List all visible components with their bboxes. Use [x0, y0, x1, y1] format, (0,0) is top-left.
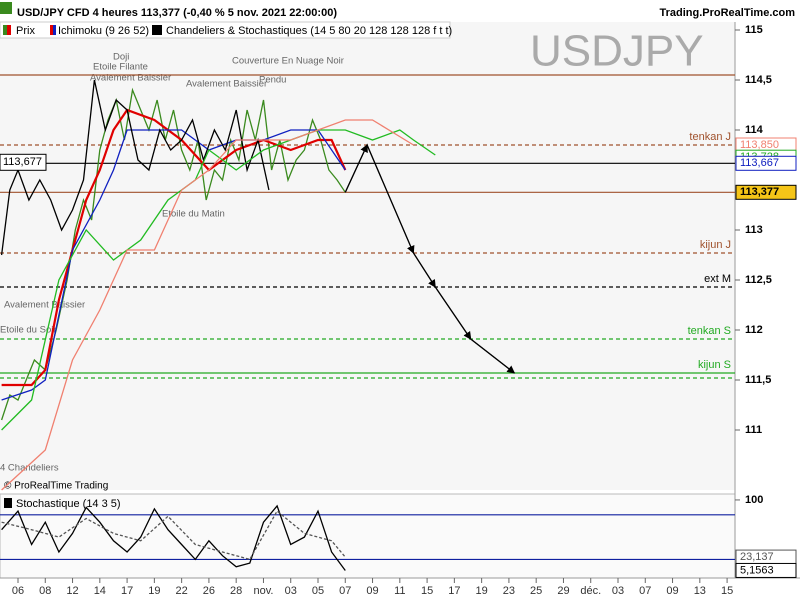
legend-bar: [0, 21, 451, 39]
annotation: 4 Chandeliers: [0, 463, 59, 474]
series-line: [1, 504, 346, 571]
level-label: tenkan J: [689, 131, 731, 143]
price-box: [735, 562, 797, 578]
y-tick-label: 113: [745, 224, 763, 236]
annotation: Avalement Baissier: [4, 300, 85, 311]
x-tick-label: 05: [312, 585, 324, 597]
annotation: Avalement Baissier: [90, 73, 171, 84]
x-tick-label: 13: [694, 585, 706, 597]
annotation: Avalement Baissier: [186, 79, 267, 90]
level-label: ext M: [704, 273, 731, 285]
x-tick-label: 07: [339, 585, 351, 597]
price-box: [735, 184, 797, 200]
projection-arrow: [434, 286, 472, 340]
x-tick-label: 15: [421, 585, 433, 597]
x-tick-label: 09: [666, 585, 678, 597]
x-tick-label: 14: [94, 585, 106, 597]
x-tick-label: 17: [448, 585, 460, 597]
x-tick-label: 15: [721, 585, 733, 597]
annotation: Pendu: [259, 75, 286, 86]
annotation: Couverture En Nuage Noir: [232, 56, 344, 67]
level-label: kijun J: [700, 239, 731, 251]
x-tick-label: 19: [476, 585, 488, 597]
x-tick-label: 29: [557, 585, 569, 597]
annotation: Etoile du Soir: [0, 325, 57, 336]
price-label: 113,667: [740, 157, 779, 169]
y-tick-label: 114: [745, 124, 764, 136]
x-tick-label: 17: [121, 585, 133, 597]
projection-arrow: [366, 144, 415, 254]
price-label: 113,850: [740, 139, 779, 151]
annotation: Doji: [113, 52, 129, 63]
level-label: kijun S: [698, 359, 731, 371]
x-tick-label: nov.: [253, 585, 273, 597]
x-tick-label: 28: [230, 585, 242, 597]
y-tick-label: 100: [745, 494, 763, 506]
y-tick-label: 111: [745, 424, 762, 436]
annotation: Etoile Filante: [93, 62, 148, 73]
legend-swatch: [50, 25, 53, 35]
series-line: [0, 79, 270, 256]
stoch-title: Stochastique (14 3 5): [16, 498, 121, 510]
price-label: 5,1563: [740, 564, 774, 576]
x-tick-label: 23: [503, 585, 515, 597]
legend-swatch: [7, 25, 11, 35]
series-line: [1, 119, 414, 491]
projection-arrow: [470, 338, 516, 374]
y-tick-label: 115: [745, 24, 763, 36]
series-line: [1, 108, 347, 387]
cursor-box: [0, 153, 47, 171]
copyright: © ProRealTime Trading: [4, 481, 108, 492]
plot-bg: [0, 22, 735, 490]
series-line: [1, 510, 346, 561]
title: USD/JPY CFD 4 heures 113,377 (-0,40 % 5 …: [17, 7, 337, 19]
y-tick-label: 111,5: [745, 374, 771, 386]
x-tick-label: 03: [285, 585, 297, 597]
price-label: 23,137: [740, 551, 774, 563]
price-box: [735, 155, 797, 171]
annotation: Etoile du Matin: [162, 209, 225, 220]
legend-item: Ichimoku (9 26 52): [58, 25, 149, 37]
legend-swatch: [53, 25, 56, 35]
x-tick-label: 09: [366, 585, 378, 597]
x-tick-label: 07: [639, 585, 651, 597]
x-tick-label: déc.: [580, 585, 601, 597]
cursor-label: 113,677: [3, 156, 42, 168]
x-tick-label: 06: [12, 585, 24, 597]
level-label: tenkan S: [688, 325, 731, 337]
y-tick-label: 114,5: [745, 74, 772, 86]
x-tick-label: 11: [394, 585, 405, 597]
x-tick-label: 12: [66, 585, 78, 597]
legend-item: Prix: [16, 25, 35, 37]
x-tick-label: 19: [148, 585, 160, 597]
legend-swatch: [3, 25, 7, 35]
y-tick-label: 112,5: [745, 274, 772, 286]
x-tick-label: 08: [39, 585, 51, 597]
icon: [0, 2, 12, 14]
series-line: [1, 129, 436, 431]
series-line: [1, 129, 346, 401]
x-tick-label: 03: [612, 585, 624, 597]
y-tick-label: 112: [745, 324, 763, 336]
price-label: 113,377: [740, 186, 779, 198]
x-tick-label: 25: [530, 585, 542, 597]
legend-item: Chandeliers & Stochastiques (14 5 80 20 …: [166, 25, 452, 37]
x-tick-label: 22: [176, 585, 188, 597]
x-tick-label: 26: [203, 585, 215, 597]
watermark: USDJPY: [530, 27, 704, 76]
projection-arrow: [413, 252, 436, 288]
site: Trading.ProRealTime.com: [659, 7, 795, 19]
projection-arrow: [344, 144, 368, 193]
legend-swatch: [4, 498, 12, 508]
legend-swatch: [152, 25, 162, 35]
